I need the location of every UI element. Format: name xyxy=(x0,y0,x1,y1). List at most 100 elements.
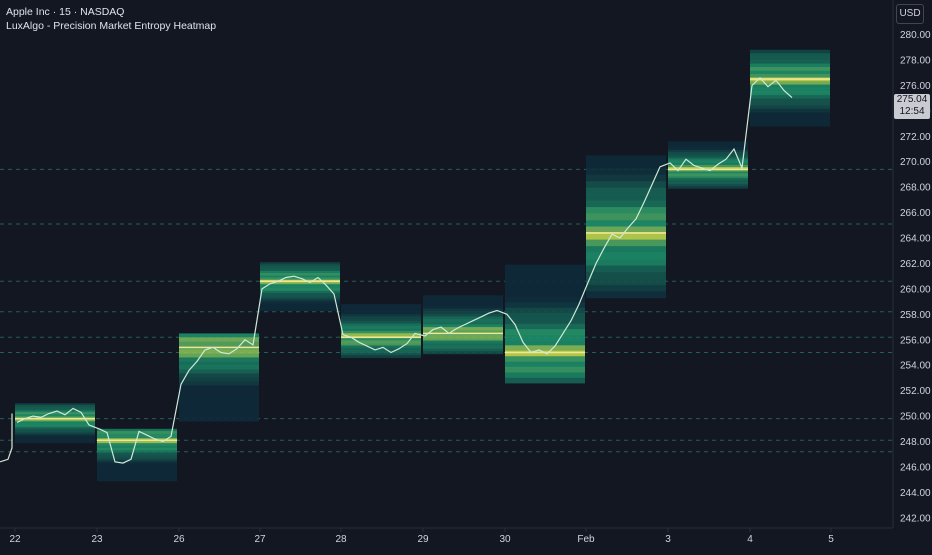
heatmap-band xyxy=(668,143,748,147)
heatmap-band xyxy=(260,275,340,278)
heatmap-band xyxy=(97,459,177,463)
heatmap-band xyxy=(15,435,95,438)
heatmap-band xyxy=(750,84,830,89)
heatmap-band xyxy=(505,345,585,352)
heatmap-band xyxy=(423,348,503,352)
price-tick-label: 260.00 xyxy=(900,284,931,295)
heatmap-band xyxy=(668,162,748,166)
time-tick-label: 3 xyxy=(665,534,671,545)
time-tick-label: 5 xyxy=(828,534,834,545)
heatmap-band xyxy=(423,345,503,349)
heatmap-band xyxy=(179,341,259,346)
heatmap-band xyxy=(15,432,95,435)
heatmap-band xyxy=(15,415,95,419)
price-tick-label: 268.00 xyxy=(900,183,931,194)
heatmap-band xyxy=(750,115,830,120)
heatmap-band xyxy=(505,302,585,309)
price-tick-label: 250.00 xyxy=(900,412,931,423)
price-tick-label: 276.00 xyxy=(900,81,931,92)
heatmap-band xyxy=(750,119,830,124)
time-tick-label: 27 xyxy=(254,534,266,545)
heatmap-band xyxy=(341,343,421,346)
heatmap-band xyxy=(97,447,177,451)
heatmap-band xyxy=(505,334,585,341)
heatmap-band xyxy=(260,266,340,270)
heatmap-band xyxy=(423,316,503,320)
heatmap-band xyxy=(505,286,585,293)
heatmap-band xyxy=(423,311,503,315)
heatmap-band xyxy=(423,295,503,299)
heatmap-band xyxy=(341,338,421,341)
heatmap-band xyxy=(179,357,259,362)
heatmap-band xyxy=(750,101,830,106)
bar-countdown: 12:54 xyxy=(899,106,925,117)
price-tick-label: 262.00 xyxy=(900,259,931,270)
heatmap-band xyxy=(668,184,748,187)
price-tick-label: 270.00 xyxy=(900,157,931,168)
heatmap-band xyxy=(586,187,666,195)
heatmap-band xyxy=(668,173,748,176)
heatmap-band xyxy=(668,152,748,155)
heatmap-band xyxy=(179,385,259,390)
heatmap-band xyxy=(423,335,503,339)
heatmap-band xyxy=(341,328,421,332)
heatmap-band xyxy=(505,318,585,325)
heatmap-band xyxy=(97,440,177,444)
heatmap-band xyxy=(260,299,340,303)
heatmap-band xyxy=(423,337,503,341)
heatmap-band xyxy=(179,337,259,342)
heatmap-band xyxy=(260,277,340,281)
heatmap-band xyxy=(179,353,259,358)
heatmap-band xyxy=(505,296,585,303)
heatmap-band xyxy=(15,414,95,417)
heatmap-band xyxy=(97,445,177,449)
heatmap-band xyxy=(586,194,666,202)
heatmap-band xyxy=(97,443,177,446)
heatmap-band xyxy=(750,81,830,85)
heatmap-band xyxy=(505,372,585,379)
heatmap-band xyxy=(750,87,830,92)
time-tick-label: 28 xyxy=(335,534,347,545)
heatmap-band xyxy=(423,297,503,301)
heatmap-band xyxy=(260,268,340,272)
heatmap-band xyxy=(15,421,95,424)
heatmap-band xyxy=(750,98,830,103)
heatmap-band xyxy=(423,329,503,333)
heatmap-band xyxy=(423,343,503,347)
heatmap-band xyxy=(341,350,421,354)
heatmap-band xyxy=(97,478,177,482)
heatmap-band xyxy=(260,264,340,267)
indicator-title[interactable]: LuxAlgo - Precision Market Entropy Heatm… xyxy=(6,20,217,32)
symbol-title[interactable]: Apple Inc · 15 · NASDAQ xyxy=(6,6,125,18)
price-tick-label: 242.00 xyxy=(900,513,931,524)
heatmap-band xyxy=(668,147,748,151)
heatmap-band xyxy=(668,179,748,183)
heatmap-band xyxy=(260,292,340,296)
heatmap-band xyxy=(423,303,503,307)
heatmap-band xyxy=(341,333,421,337)
heatmap-band xyxy=(179,381,259,386)
heatmap-band xyxy=(750,122,830,127)
time-tick-label: 22 xyxy=(9,534,21,545)
time-tick-label: 30 xyxy=(499,534,511,545)
heatmap-band xyxy=(260,262,340,265)
heatmap-band xyxy=(341,355,421,358)
heatmap-band xyxy=(260,295,340,298)
price-line-left xyxy=(0,413,13,463)
heatmap-band xyxy=(750,67,830,72)
heatmap-band xyxy=(750,105,830,110)
heatmap-band xyxy=(260,303,340,307)
time-axis: 22 23 26 27 28 29 30 Feb 3 4 5 xyxy=(9,528,834,545)
last-price-value: 275.04 xyxy=(896,94,928,105)
heatmap-band xyxy=(97,433,177,437)
currency-button[interactable]: USD xyxy=(896,4,924,24)
heatmap-band xyxy=(668,167,748,170)
price-axis: 242.00 244.00 246.00 248.00 250.00 252.00 254.… xyxy=(900,30,931,524)
price-line xyxy=(16,76,793,464)
price-tick-label: 248.00 xyxy=(900,437,931,448)
heatmap-band xyxy=(750,74,830,78)
heatmap-band xyxy=(341,340,421,344)
price-tick-label: 252.00 xyxy=(900,386,931,397)
